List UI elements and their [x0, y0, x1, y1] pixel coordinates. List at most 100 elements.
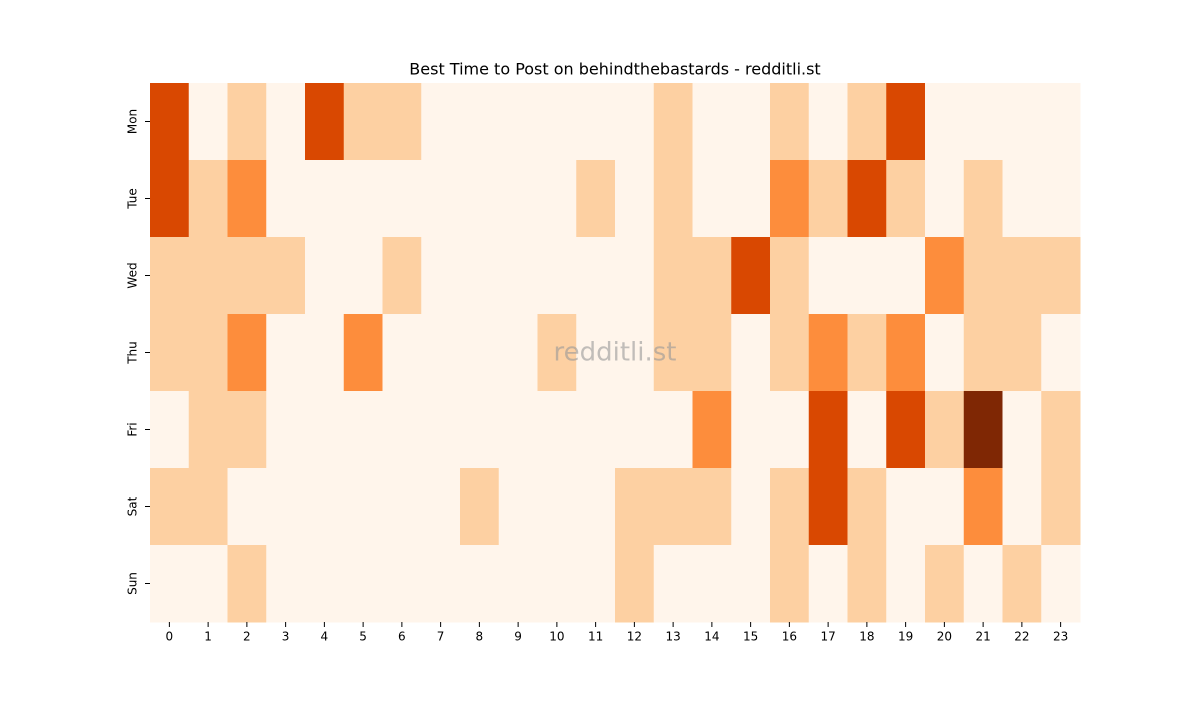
cell	[460, 468, 500, 546]
cell	[692, 314, 732, 392]
cell	[770, 391, 810, 469]
cell	[808, 468, 848, 546]
cell	[382, 391, 422, 469]
cell	[963, 83, 1003, 161]
cell	[266, 391, 306, 469]
cell	[150, 468, 190, 546]
cell	[305, 160, 345, 238]
cell	[925, 160, 965, 238]
cell	[266, 237, 306, 315]
cell	[576, 83, 616, 161]
cell	[150, 545, 190, 623]
cell	[421, 160, 461, 238]
cell	[150, 83, 190, 161]
x-tick-label: 4	[321, 630, 329, 644]
cell	[305, 237, 345, 315]
x-tick-label: 3	[282, 630, 290, 644]
cell	[808, 160, 848, 238]
cell	[1041, 468, 1081, 546]
cell	[421, 545, 461, 623]
cell	[576, 237, 616, 315]
cell	[188, 545, 228, 623]
cell	[576, 160, 616, 238]
cell	[460, 160, 500, 238]
cell	[1041, 391, 1081, 469]
cell	[188, 314, 228, 392]
cell	[537, 545, 577, 623]
cell	[925, 468, 965, 546]
cell	[1041, 237, 1081, 315]
cell	[847, 391, 887, 469]
cell	[731, 160, 771, 238]
cell	[886, 83, 926, 161]
cell	[653, 237, 693, 315]
cell	[731, 237, 771, 315]
cell	[498, 468, 538, 546]
cell	[150, 160, 190, 238]
cell	[770, 468, 810, 546]
x-tick-label: 15	[743, 630, 758, 644]
cell	[615, 545, 655, 623]
y-tick-label: Sat	[126, 496, 140, 516]
cell	[576, 545, 616, 623]
cell	[886, 237, 926, 315]
cell	[1002, 545, 1042, 623]
cell	[653, 391, 693, 469]
cell	[305, 314, 345, 392]
cell	[692, 468, 732, 546]
chart-title: Best Time to Post on behindthebastards -…	[409, 60, 820, 79]
cell	[808, 237, 848, 315]
cell	[847, 545, 887, 623]
cell	[266, 160, 306, 238]
cell	[808, 83, 848, 161]
cell	[1002, 237, 1042, 315]
cell	[770, 314, 810, 392]
cell	[1041, 83, 1081, 161]
x-tick-label: 8	[476, 630, 484, 644]
cell	[1041, 545, 1081, 623]
x-tick-label: 1	[204, 630, 212, 644]
x-tick-label: 21	[975, 630, 990, 644]
cell	[343, 237, 383, 315]
cell	[343, 468, 383, 546]
cell	[498, 83, 538, 161]
cell	[886, 314, 926, 392]
cell	[150, 237, 190, 315]
cell	[770, 83, 810, 161]
cell	[537, 83, 577, 161]
cell	[227, 83, 267, 161]
cell	[1041, 314, 1081, 392]
cell	[460, 391, 500, 469]
cell	[1002, 160, 1042, 238]
cell	[421, 314, 461, 392]
cell	[343, 83, 383, 161]
cell	[537, 160, 577, 238]
cell	[925, 83, 965, 161]
cell	[498, 237, 538, 315]
cell	[421, 83, 461, 161]
cell	[925, 314, 965, 392]
cell	[421, 391, 461, 469]
x-tick-label: 7	[437, 630, 445, 644]
cell	[692, 237, 732, 315]
cell	[537, 468, 577, 546]
cell	[963, 545, 1003, 623]
cell	[886, 160, 926, 238]
x-tick-label: 9	[514, 630, 522, 644]
cell	[382, 468, 422, 546]
cell	[925, 545, 965, 623]
cell	[731, 83, 771, 161]
cell	[1002, 468, 1042, 546]
cell	[266, 314, 306, 392]
cell	[1002, 391, 1042, 469]
cell	[537, 237, 577, 315]
cell	[266, 468, 306, 546]
cell	[227, 545, 267, 623]
cell	[460, 237, 500, 315]
cell	[266, 83, 306, 161]
y-tick-label: Thu	[126, 341, 140, 365]
cell	[188, 391, 228, 469]
cell	[188, 160, 228, 238]
cell	[653, 160, 693, 238]
cell	[925, 237, 965, 315]
